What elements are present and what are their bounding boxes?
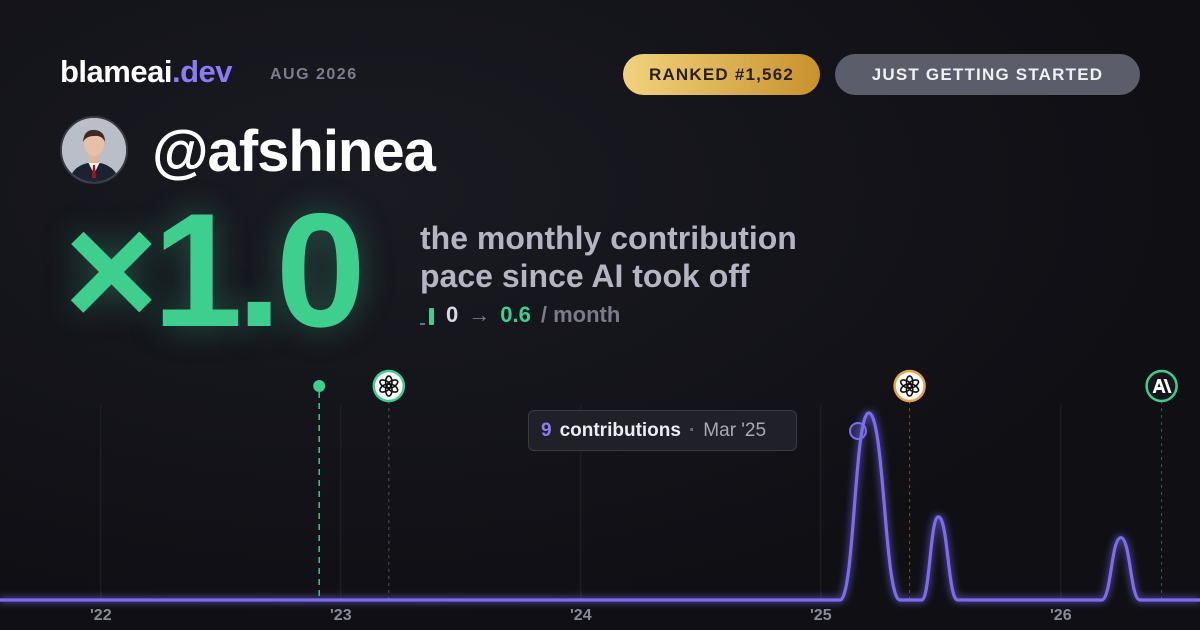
marker-badge — [893, 369, 926, 403]
tooltip-count: 9 — [541, 419, 552, 441]
username: @afshinea — [152, 119, 436, 184]
marker-dot — [313, 380, 326, 392]
multiplier-description: the monthly contribution pace since AI t… — [420, 220, 797, 294]
event-marker — [313, 380, 326, 600]
pace-unit: / month — [540, 302, 621, 327]
event-marker — [1145, 369, 1178, 600]
marker-badge — [372, 369, 406, 403]
x-tick-label: '25 — [810, 607, 832, 624]
pace-arrow: → — [468, 302, 491, 327]
tooltip-label: contributions — [559, 419, 681, 441]
brand-name: blameai — [60, 54, 172, 89]
pace-icon — [420, 308, 434, 325]
brand-suffix: .dev — [171, 54, 233, 89]
tooltip-separator: · — [688, 419, 696, 441]
pace-before: 0 — [446, 302, 459, 327]
x-tick-label: '26 — [1050, 607, 1072, 624]
event-marker — [893, 369, 926, 600]
marker-logo-petal — [379, 379, 392, 389]
marker-logo — [1152, 379, 1172, 393]
pace-multiplier: ×1.0 — [64, 180, 366, 361]
x-tick-label: '22 — [90, 607, 112, 624]
marker-logo-petal — [899, 379, 913, 389]
brand: blameai.dev — [60, 54, 232, 90]
pace-change: 0 → 0.6 / month — [420, 302, 620, 328]
report-date: AUG 2026 — [270, 66, 358, 83]
x-tick-label: '24 — [570, 607, 592, 624]
contribution-line — [0, 411, 1200, 602]
tooltip: 9 contributions · Mar '25 — [528, 410, 797, 451]
rank-badge: RANKED #1,562 — [623, 54, 820, 95]
hover-ring — [849, 422, 867, 440]
status-badge: JUST GETTING STARTED — [835, 54, 1140, 95]
avatar — [60, 116, 128, 184]
tooltip-date: Mar '25 — [703, 419, 767, 441]
pace-after: 0.6 — [500, 302, 531, 327]
x-tick-label: '23 — [330, 607, 352, 624]
event-marker — [372, 369, 406, 600]
